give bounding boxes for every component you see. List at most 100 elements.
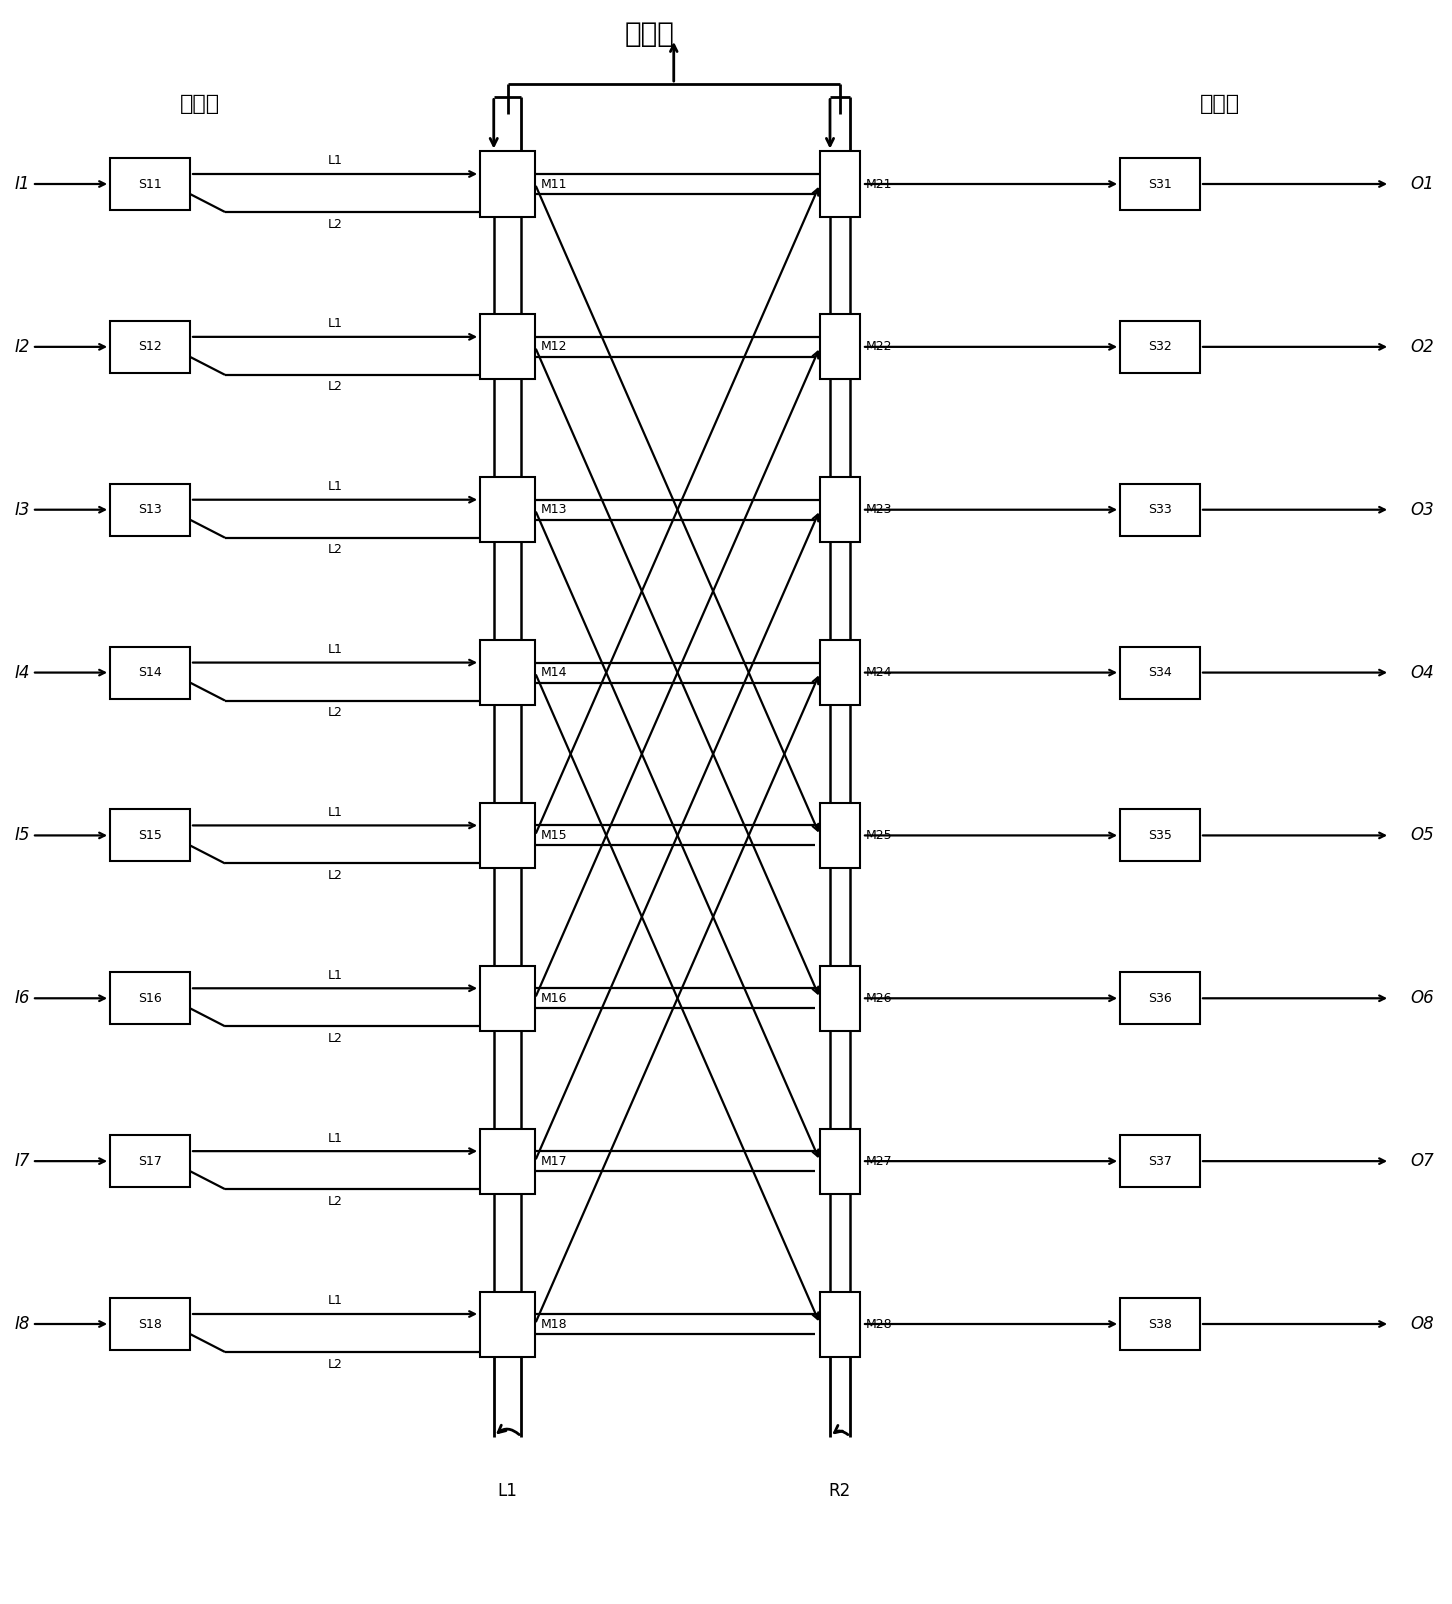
Text: M23: M23 <box>865 504 893 516</box>
Text: L2: L2 <box>328 1031 343 1044</box>
Text: 第三级: 第三级 <box>1199 95 1240 114</box>
Text: O7: O7 <box>1410 1152 1433 1171</box>
Bar <box>110 1298 190 1351</box>
Text: R2: R2 <box>829 1482 851 1500</box>
Text: M15: M15 <box>542 829 568 842</box>
Text: S31: S31 <box>1149 178 1172 191</box>
Bar <box>1119 159 1199 210</box>
Bar <box>481 314 534 380</box>
Text: I5: I5 <box>15 826 30 844</box>
Text: O3: O3 <box>1410 500 1433 518</box>
Text: S36: S36 <box>1149 991 1172 1004</box>
Text: M24: M24 <box>865 666 893 678</box>
Text: 第一级: 第一级 <box>180 95 221 114</box>
Text: I1: I1 <box>15 175 30 192</box>
Bar <box>820 640 860 706</box>
Bar <box>1119 1298 1199 1351</box>
Text: M22: M22 <box>865 340 893 353</box>
Text: M14: M14 <box>542 666 568 678</box>
Bar <box>820 804 860 868</box>
Bar <box>1119 484 1199 536</box>
Bar <box>1119 972 1199 1025</box>
Text: M16: M16 <box>542 991 568 1004</box>
Text: I4: I4 <box>15 664 30 682</box>
Text: O2: O2 <box>1410 338 1433 356</box>
Bar <box>110 972 190 1025</box>
Text: I8: I8 <box>15 1315 30 1333</box>
Bar <box>110 484 190 536</box>
Text: L1: L1 <box>328 805 343 820</box>
Bar <box>110 646 190 699</box>
Text: M27: M27 <box>865 1155 893 1168</box>
Text: I6: I6 <box>15 990 30 1007</box>
Text: M26: M26 <box>865 991 893 1004</box>
Bar <box>481 1129 534 1193</box>
Text: O6: O6 <box>1410 990 1433 1007</box>
Text: L1: L1 <box>328 154 343 167</box>
Text: L1: L1 <box>498 1482 517 1500</box>
Text: M25: M25 <box>865 829 893 842</box>
Bar <box>1119 810 1199 861</box>
Text: S17: S17 <box>138 1155 163 1168</box>
Text: O5: O5 <box>1410 826 1433 844</box>
Text: O4: O4 <box>1410 664 1433 682</box>
Bar <box>820 314 860 380</box>
Text: M11: M11 <box>542 178 568 191</box>
Text: L1: L1 <box>328 480 343 492</box>
Text: S15: S15 <box>138 829 163 842</box>
Bar <box>481 151 534 217</box>
Bar <box>481 478 534 542</box>
Text: S14: S14 <box>138 666 161 678</box>
Bar <box>1119 321 1199 372</box>
Text: M28: M28 <box>865 1317 893 1330</box>
Text: M13: M13 <box>542 504 568 516</box>
Text: O1: O1 <box>1410 175 1433 192</box>
Text: L2: L2 <box>328 544 343 557</box>
Bar <box>110 810 190 861</box>
Bar <box>110 159 190 210</box>
Bar <box>481 804 534 868</box>
Bar <box>820 966 860 1031</box>
Text: O8: O8 <box>1410 1315 1433 1333</box>
Text: L1: L1 <box>328 1132 343 1145</box>
Text: S37: S37 <box>1149 1155 1172 1168</box>
Text: L2: L2 <box>328 380 343 393</box>
Text: M18: M18 <box>542 1317 568 1330</box>
Text: L2: L2 <box>328 706 343 719</box>
Text: L2: L2 <box>328 869 343 882</box>
Text: S33: S33 <box>1149 504 1172 516</box>
Text: S34: S34 <box>1149 666 1172 678</box>
Bar <box>481 640 534 706</box>
Bar <box>820 151 860 217</box>
Text: M21: M21 <box>865 178 893 191</box>
Bar <box>820 1129 860 1193</box>
Text: L1: L1 <box>328 318 343 330</box>
Text: L2: L2 <box>328 218 343 231</box>
Text: S18: S18 <box>138 1317 163 1330</box>
Text: L1: L1 <box>328 969 343 982</box>
Text: 第二级: 第二级 <box>624 19 675 48</box>
Text: S35: S35 <box>1149 829 1172 842</box>
Text: S16: S16 <box>138 991 161 1004</box>
Bar <box>481 966 534 1031</box>
Bar <box>110 1136 190 1187</box>
Bar <box>481 1291 534 1357</box>
Text: S11: S11 <box>138 178 161 191</box>
Text: M17: M17 <box>542 1155 568 1168</box>
Text: I3: I3 <box>15 500 30 518</box>
Bar <box>1119 1136 1199 1187</box>
Bar <box>110 321 190 372</box>
Text: S32: S32 <box>1149 340 1172 353</box>
Text: I7: I7 <box>15 1152 30 1171</box>
Text: L1: L1 <box>328 643 343 656</box>
Text: S38: S38 <box>1149 1317 1172 1330</box>
Text: S13: S13 <box>138 504 161 516</box>
Text: I2: I2 <box>15 338 30 356</box>
Text: L2: L2 <box>328 1195 343 1208</box>
Text: L2: L2 <box>328 1357 343 1370</box>
Text: S12: S12 <box>138 340 161 353</box>
Bar <box>820 1291 860 1357</box>
Bar <box>820 478 860 542</box>
Text: L1: L1 <box>328 1294 343 1307</box>
Bar <box>1119 646 1199 699</box>
